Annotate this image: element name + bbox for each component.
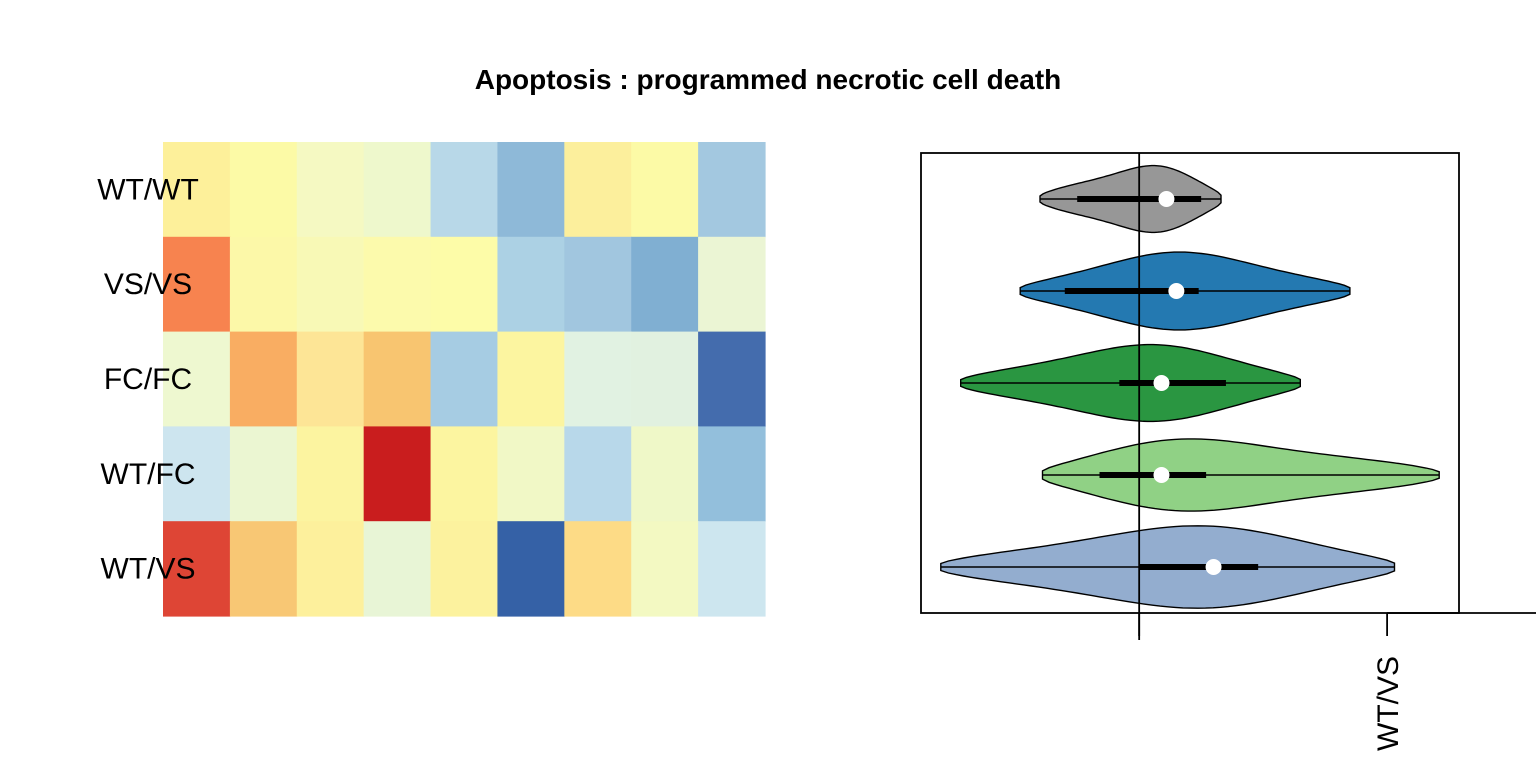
heatmap-cell (631, 331, 699, 427)
heatmap-cell (296, 521, 365, 617)
heatmap-cell (296, 236, 365, 333)
heatmap-cell (363, 426, 432, 522)
heatmap-cell (363, 331, 432, 427)
heatmap-cell (363, 142, 432, 238)
heatmap-cell (564, 236, 632, 333)
heatmap-cell (698, 426, 766, 522)
violin-group (1039, 164, 1222, 234)
heatmap-cell (163, 521, 231, 617)
heatmap-cell (430, 426, 499, 522)
heatmap-row-label: WT/WT (97, 173, 199, 206)
heatmap-cell (163, 142, 231, 238)
heatmap-row-labels: WT/WT VS/VS FC/FC WT/FC WT/VS (97, 173, 199, 585)
heatmap-cell (430, 521, 499, 617)
heatmap-cell (229, 426, 298, 522)
heatmap-cell (296, 142, 365, 238)
heatmap-row-label: VS/VS (104, 268, 192, 301)
heatmap-cell (497, 142, 565, 238)
heatmap-cell (430, 236, 499, 333)
x-tick-label: WT/VS (1372, 656, 1405, 751)
heatmap-cell (296, 426, 365, 522)
heatmap-cell (564, 521, 632, 617)
heatmap-cell (564, 142, 632, 238)
heatmap-cell (631, 521, 699, 617)
heatmap-cell (229, 331, 298, 427)
heatmap-cell (163, 236, 231, 333)
heatmap-cell (229, 521, 298, 617)
heatmap-cell (497, 426, 565, 522)
heatmap-cell (229, 142, 298, 238)
heatmap (163, 142, 766, 617)
heatmap-cell (497, 521, 565, 617)
violin-median-point (1158, 191, 1175, 207)
violin-panel: WT/VS (920, 152, 1536, 751)
heatmap-cell (497, 331, 565, 427)
heatmap-cell (631, 426, 699, 522)
heatmap-cell (564, 426, 632, 522)
violin-median-point (1205, 559, 1222, 575)
heatmap-cell (363, 521, 432, 617)
heatmap-row-label: FC/FC (104, 363, 192, 396)
heatmap-cell (698, 521, 766, 617)
heatmap-cell (564, 331, 632, 427)
heatmap-cell (163, 331, 231, 427)
violin-group (940, 525, 1396, 609)
heatmap-cell (631, 142, 699, 238)
violin-group (960, 343, 1301, 423)
heatmap-cell (698, 236, 766, 333)
heatmap-cell (296, 331, 365, 427)
heatmap-row-label: WT/FC (101, 458, 196, 491)
heatmap-cell (698, 331, 766, 427)
heatmap-cell (430, 331, 499, 427)
chart-title: Apoptosis : programmed necrotic cell dea… (475, 64, 1062, 95)
violin-median-point (1168, 283, 1185, 299)
heatmap-cell (698, 142, 766, 238)
violin-median-point (1153, 467, 1170, 483)
violin-median-point (1153, 375, 1170, 391)
heatmap-cell (430, 142, 499, 238)
heatmap-row-label: WT/VS (101, 553, 196, 586)
violin-group (1041, 438, 1440, 512)
violin-group (1019, 251, 1351, 331)
heatmap-cell (363, 236, 432, 333)
heatmap-cell (163, 426, 231, 522)
heatmap-cell (631, 236, 699, 333)
heatmap-cell (229, 236, 298, 333)
heatmap-cell (497, 236, 565, 333)
plot-frame (920, 152, 1460, 614)
